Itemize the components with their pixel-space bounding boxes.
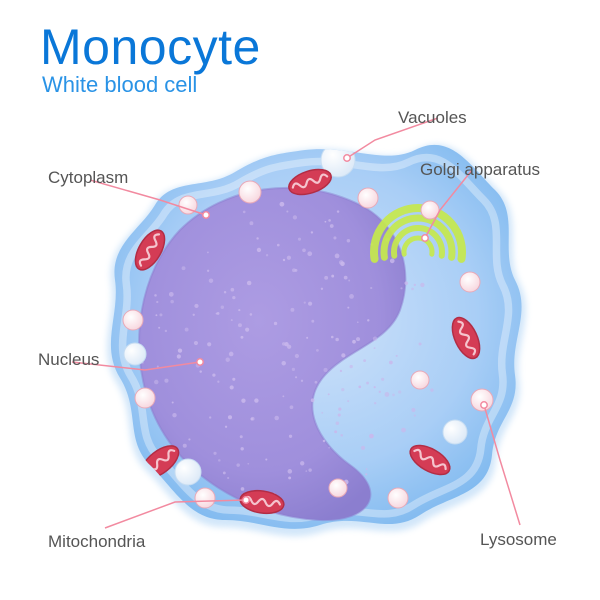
label-lysosome: Lysosome <box>480 530 557 550</box>
label-cytoplasm: Cytoplasm <box>48 168 128 188</box>
label-golgi: Golgi apparatus <box>420 160 540 180</box>
lysosome <box>460 272 480 292</box>
lysosome <box>388 488 408 508</box>
vacuole <box>175 459 201 485</box>
label-mitochondria: Mitochondria <box>48 532 145 552</box>
lysosome <box>239 181 261 203</box>
lysosome <box>411 371 429 389</box>
lysosome <box>358 188 378 208</box>
lysosome <box>195 488 215 508</box>
lysosome <box>123 310 143 330</box>
lysosome <box>135 388 155 408</box>
lysosome <box>329 479 347 497</box>
vacuole <box>124 343 146 365</box>
diagram-subtitle: White blood cell <box>42 72 197 98</box>
label-vacuoles: Vacuoles <box>398 108 467 128</box>
label-nucleus: Nucleus <box>38 350 99 370</box>
diagram-title: Monocyte <box>40 18 261 76</box>
vacuole <box>443 420 467 444</box>
